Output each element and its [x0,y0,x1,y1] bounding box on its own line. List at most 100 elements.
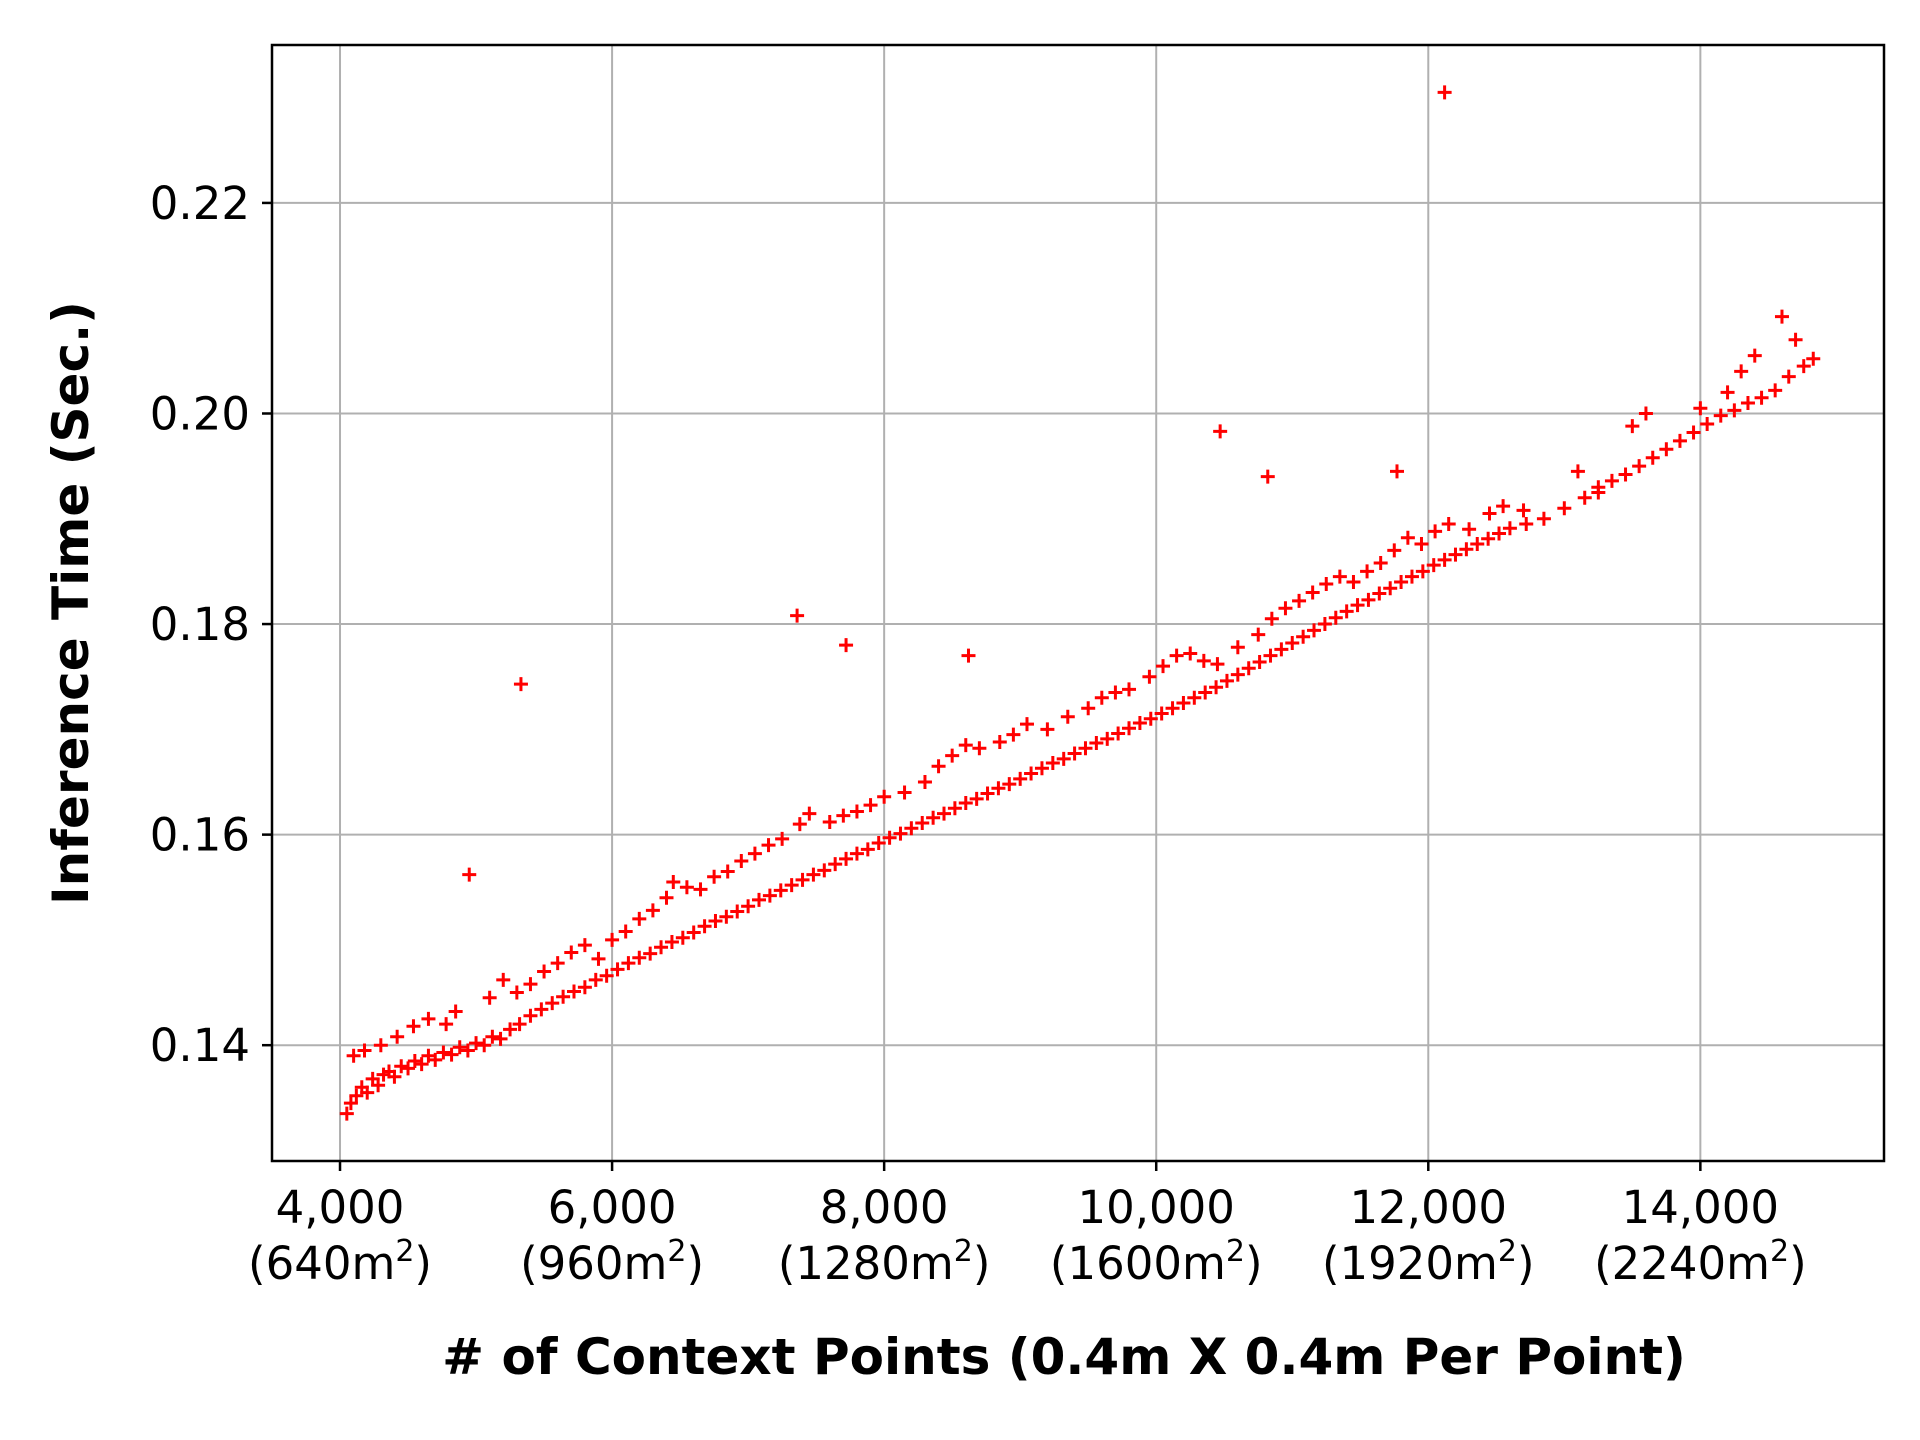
x-tick-area-close: ) [1517,1237,1535,1290]
data-point [428,1052,443,1067]
data-point [1328,610,1343,625]
data-point [720,864,735,879]
data-point [1806,351,1821,366]
data-point [1187,690,1202,705]
y-tick-label: 0.18 [150,598,250,651]
data-point [1111,726,1126,741]
x-tick-label: 6,000 [548,1181,677,1234]
data-point [390,1029,405,1044]
data-point [675,930,690,945]
data-point [632,950,647,965]
x-tick-area-label: (2240m2) [1594,1234,1807,1290]
data-point [972,741,987,756]
data-point [371,1078,386,1093]
data-point [1361,592,1376,607]
data-point [1383,581,1398,596]
x-tick-area-label: (1280m2) [778,1234,991,1290]
data-point [1492,526,1507,541]
data-point [414,1057,429,1072]
data-point [1462,522,1477,537]
data-point [961,648,976,663]
data-point [577,980,592,995]
data-point [1502,521,1517,536]
x-tick-area-text: (1920m [1322,1237,1498,1290]
data-point [1002,777,1017,792]
data-point [1754,390,1769,405]
data-point [621,956,636,971]
data-point [1394,574,1409,589]
x-tick-area-close: ) [686,1237,704,1290]
data-point [790,608,805,623]
data-point [1278,601,1293,616]
data-point [849,804,864,819]
data-point [1645,450,1660,465]
data-point [1081,701,1096,716]
data-point [1618,467,1633,482]
data-point [1143,711,1158,726]
data-point [1400,530,1415,545]
data-point [509,985,524,1000]
data-point [610,962,625,977]
data-point [493,1031,508,1046]
data-point [401,1061,416,1076]
data-point [482,990,497,1005]
data-point [632,911,647,926]
data-point [503,1022,518,1037]
x-tick-area-superscript: 2 [954,1234,973,1269]
data-point [1625,419,1640,434]
data-point [1024,766,1039,781]
data-point [1727,403,1742,418]
data-point [1006,727,1021,742]
data-point [1720,385,1735,400]
data-point [1045,756,1060,771]
data-point [849,846,864,861]
data-point [1176,696,1191,711]
data-point [357,1043,372,1058]
data-point [1414,537,1429,552]
data-point [1591,485,1606,500]
data-point [421,1011,436,1026]
x-tick-area-superscript: 2 [1226,1234,1245,1269]
data-point [1230,640,1245,655]
x-tick-area-text: (960m [520,1237,667,1290]
x-tick-area-superscript: 2 [395,1234,414,1269]
data-point [523,977,538,992]
data-point [1390,464,1404,479]
data-point [697,919,712,934]
data-point [1481,531,1496,546]
y-tick-label: 0.22 [150,177,250,230]
data-point [349,1088,364,1103]
data-point [775,831,790,846]
data-point [1264,611,1279,626]
data-point [1169,648,1184,663]
plot-frame [270,43,1886,1163]
data-point [373,1038,388,1053]
x-axis-title: # of Context Points (0.4m X 0.4m Per Poi… [442,1328,1686,1386]
data-point [387,1069,402,1084]
data-point [1740,395,1755,410]
data-point [1570,464,1585,479]
data-point [588,972,603,987]
data-point [1437,85,1452,100]
data-point [1781,369,1796,384]
data-point [969,791,984,806]
data-point [945,748,960,763]
data-point [917,774,932,789]
data-point [1747,348,1762,363]
data-point [1122,721,1137,736]
data-point [1089,736,1104,751]
data-point [1713,408,1728,423]
data-point [1470,537,1485,552]
data-point [452,1040,467,1055]
data-point [1263,648,1278,663]
data-point [545,996,560,1011]
data-point [1577,490,1592,505]
data-point [747,846,762,861]
data-point [1165,701,1180,716]
data-point [664,935,679,950]
data-point [1372,586,1387,601]
data-point [991,781,1006,796]
y-tick-label: 0.16 [150,809,250,862]
data-point [1251,627,1266,642]
data-point [1307,623,1322,638]
